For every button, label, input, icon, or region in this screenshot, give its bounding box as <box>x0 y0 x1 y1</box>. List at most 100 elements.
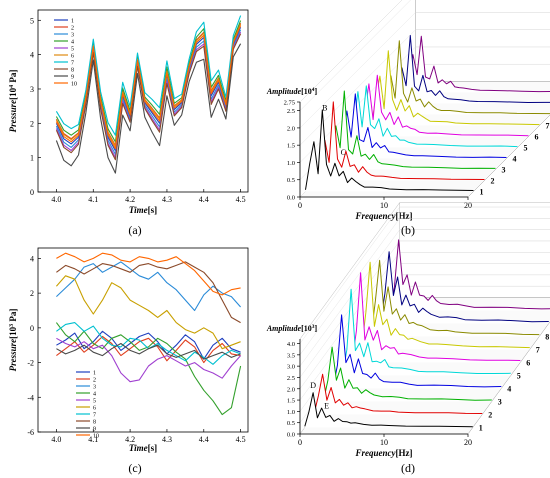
x-tick-label-2: 4.2 <box>125 435 135 444</box>
series-curve-7 <box>371 50 540 126</box>
series-line-7 <box>56 322 241 365</box>
legend-label-6: 6 <box>71 54 74 60</box>
legend-label-7: 7 <box>93 413 96 419</box>
amp-tick-label-6: 3.0 <box>287 364 295 371</box>
series-label-4: 4 <box>507 385 511 394</box>
panel-label-a: (a) <box>128 223 141 237</box>
x-tick-label-3: 4.3 <box>162 435 172 444</box>
y-tick-label-5: 5 <box>30 16 34 25</box>
x-tick-label-0: 4.0 <box>51 195 61 204</box>
freq-tick-label-2: 20 <box>464 438 472 447</box>
side-grid-3 <box>299 29 416 146</box>
legend-label-9: 9 <box>71 75 74 81</box>
series-curve-10 <box>389 239 550 310</box>
series-mask-3 <box>323 347 492 402</box>
freq-tick-label-1: 10 <box>380 438 388 447</box>
amp-tick-label-4: 2.0 <box>287 386 295 393</box>
side-grid-6 <box>299 229 400 367</box>
z-axis-label: Amplitude[104] <box>266 87 318 96</box>
y-tick-label-0: 0 <box>30 188 34 197</box>
x-tick-label-5: 4.5 <box>236 195 246 204</box>
series-curve-2 <box>313 373 483 414</box>
x-tick-label-1: 4.1 <box>88 435 98 444</box>
series-curve-9 <box>380 251 549 323</box>
series-label-5: 5 <box>517 372 521 381</box>
legend-label-1: 1 <box>93 371 96 377</box>
panel-label-d: (d) <box>401 461 415 475</box>
series-label-2: 2 <box>488 411 492 420</box>
freq-tick-label-0: 0 <box>298 201 302 210</box>
series-line-8 <box>55 33 242 161</box>
peak-label-E: E <box>324 401 329 410</box>
panel-label-b: (b) <box>401 223 415 237</box>
y-tick-label-2: -2 <box>27 359 34 368</box>
legend-label-8: 8 <box>93 420 96 426</box>
series-curve-5 <box>342 288 511 374</box>
legend-label-4: 4 <box>93 392 96 398</box>
x-axis-label: Frequency[Hz] <box>355 448 413 458</box>
legend-label-2: 2 <box>93 378 96 384</box>
series-curve-8 <box>382 40 550 115</box>
legend-label-9: 9 <box>93 427 96 433</box>
y-tick-label-5: 4 <box>30 254 34 263</box>
legend-label-5: 5 <box>71 47 74 53</box>
series-mask-2 <box>314 374 483 415</box>
x-tick-label-4: 4.4 <box>199 435 209 444</box>
y-axis-label: Pressure[103 Pa] <box>8 309 18 372</box>
series-label-4: 4 <box>513 155 517 164</box>
y-axis-label: Pressure[104 Pa] <box>8 70 18 133</box>
series-curve-4 <box>332 314 502 388</box>
peak-label-C: C <box>341 148 346 157</box>
amp-tick-label-7: 3.5 <box>287 352 295 359</box>
y-tick-label-1: 1 <box>30 154 34 163</box>
amp-tick-label-2: 1.0 <box>287 160 295 167</box>
series-line-3 <box>56 261 242 312</box>
series-line-4 <box>55 322 242 416</box>
y-tick-label-4: 4 <box>30 51 34 60</box>
legend-label-7: 7 <box>71 61 74 67</box>
series-label-6: 6 <box>526 359 530 368</box>
x-axis-label: Frequency[Hz] <box>355 211 413 221</box>
series-mask-10 <box>404 36 550 93</box>
legend-label-1: 1 <box>71 19 74 25</box>
series-curve-7 <box>361 261 530 349</box>
y-tick-label-3: 0 <box>30 324 34 333</box>
series-line-9 <box>56 342 241 360</box>
side-grid-8 <box>299 206 400 344</box>
x-tick-label-2: 4.2 <box>125 195 135 204</box>
amp-tick-label-6: 2.75 <box>284 100 295 107</box>
series-label-7: 7 <box>546 122 550 131</box>
amp-tick-label-0: 0.0 <box>287 195 295 202</box>
series-curve-1 <box>304 392 473 428</box>
series-label-2: 2 <box>491 177 495 186</box>
x-tick-label-0: 4.0 <box>51 435 61 444</box>
series-label-1: 1 <box>479 424 483 433</box>
y-tick-label-3: 3 <box>30 85 34 94</box>
peak-label-B: B <box>322 103 327 112</box>
x-axis-label: Time[s] <box>129 205 157 215</box>
legend-label-2: 2 <box>71 26 74 32</box>
series-label-3: 3 <box>498 398 502 407</box>
y-tick-label-4: 2 <box>30 289 34 298</box>
series-curve-5 <box>349 85 518 148</box>
series-line-1 <box>56 330 241 360</box>
series-label-7: 7 <box>536 346 540 355</box>
series-line-7 <box>55 15 242 136</box>
peak-label-D: D <box>310 381 316 390</box>
legend-label-6: 6 <box>93 406 96 412</box>
freq-tick-label-1: 10 <box>380 201 388 210</box>
panel-d-chart: 10987654321010200.00.51.01.52.02.53.03.5… <box>266 201 550 458</box>
legend-label-5: 5 <box>93 399 96 405</box>
z-axis-label: Amplitude[103] <box>266 324 318 333</box>
amp-tick-label-3: 1.5 <box>287 143 295 150</box>
side-grid-5 <box>299 0 411 111</box>
series-line-2 <box>56 335 241 364</box>
series-label-5: 5 <box>524 144 528 153</box>
amp-tick-label-8: 4.0 <box>287 341 295 348</box>
amp-tick-label-1: 0.5 <box>287 420 295 427</box>
amp-tick-label-5: 2.5 <box>287 108 295 115</box>
series-curve-10 <box>404 35 550 93</box>
series-curve-9 <box>393 35 550 103</box>
legend-label-8: 8 <box>71 68 74 74</box>
